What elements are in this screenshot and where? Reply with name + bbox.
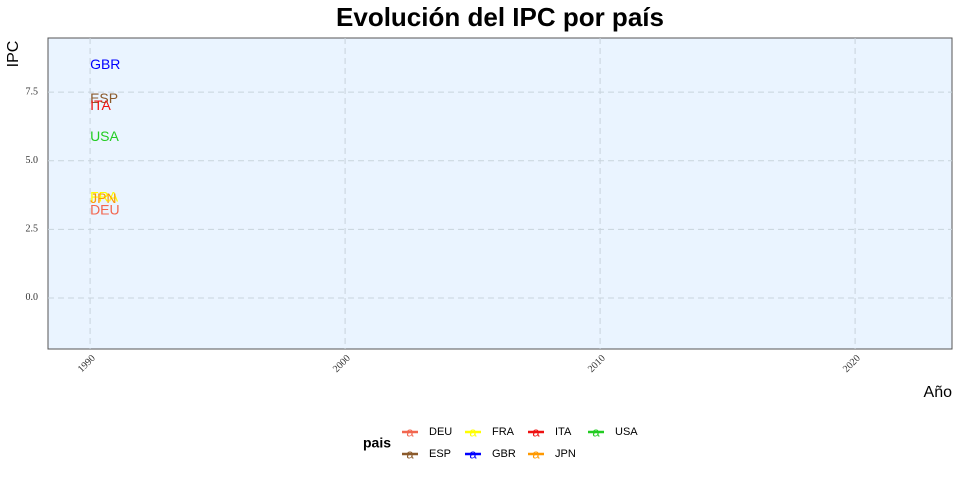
chart-title: Evolución del IPC por país [336,2,664,32]
point-label: GBR [90,56,120,72]
point-label: USA [90,128,119,144]
x-tick-label: 1990 [76,353,98,375]
plot-panel [47,37,953,350]
x-tick-label: 2010 [586,353,608,375]
x-tick-label: 2000 [331,353,353,375]
legend-title: pais [363,435,391,451]
legend-key-glyph: a [469,424,477,439]
point-label: ITA [90,97,111,113]
legend-label: DEU [429,426,452,438]
legend-label: FRA [492,426,515,438]
legend-key-glyph: a [592,424,600,439]
y-tick-label: 0.0 [26,292,39,303]
legend-label: USA [615,426,638,438]
legend-key-glyph: a [532,446,540,461]
x-tick-label: 2020 [841,353,863,375]
point-label: FRA [90,189,119,205]
legend-key-glyph: a [406,424,414,439]
point-label: JPN [90,190,116,206]
point-label: DEU [90,202,120,218]
legend-label: ESP [429,448,451,460]
point-label: ESP [90,90,118,106]
x-axis-label: Año [924,384,953,401]
y-tick-label: 7.5 [26,86,39,97]
legend-key-glyph: a [469,446,477,461]
legend-key-glyph: a [532,424,540,439]
y-axis-label: IPC [5,41,22,68]
y-tick-label: 2.5 [26,224,39,235]
legend-label: GBR [492,448,516,460]
legend-label: ITA [555,426,572,438]
y-tick-label: 5.0 [26,155,39,166]
legend-key-glyph: a [406,446,414,461]
legend-label: JPN [555,448,576,460]
